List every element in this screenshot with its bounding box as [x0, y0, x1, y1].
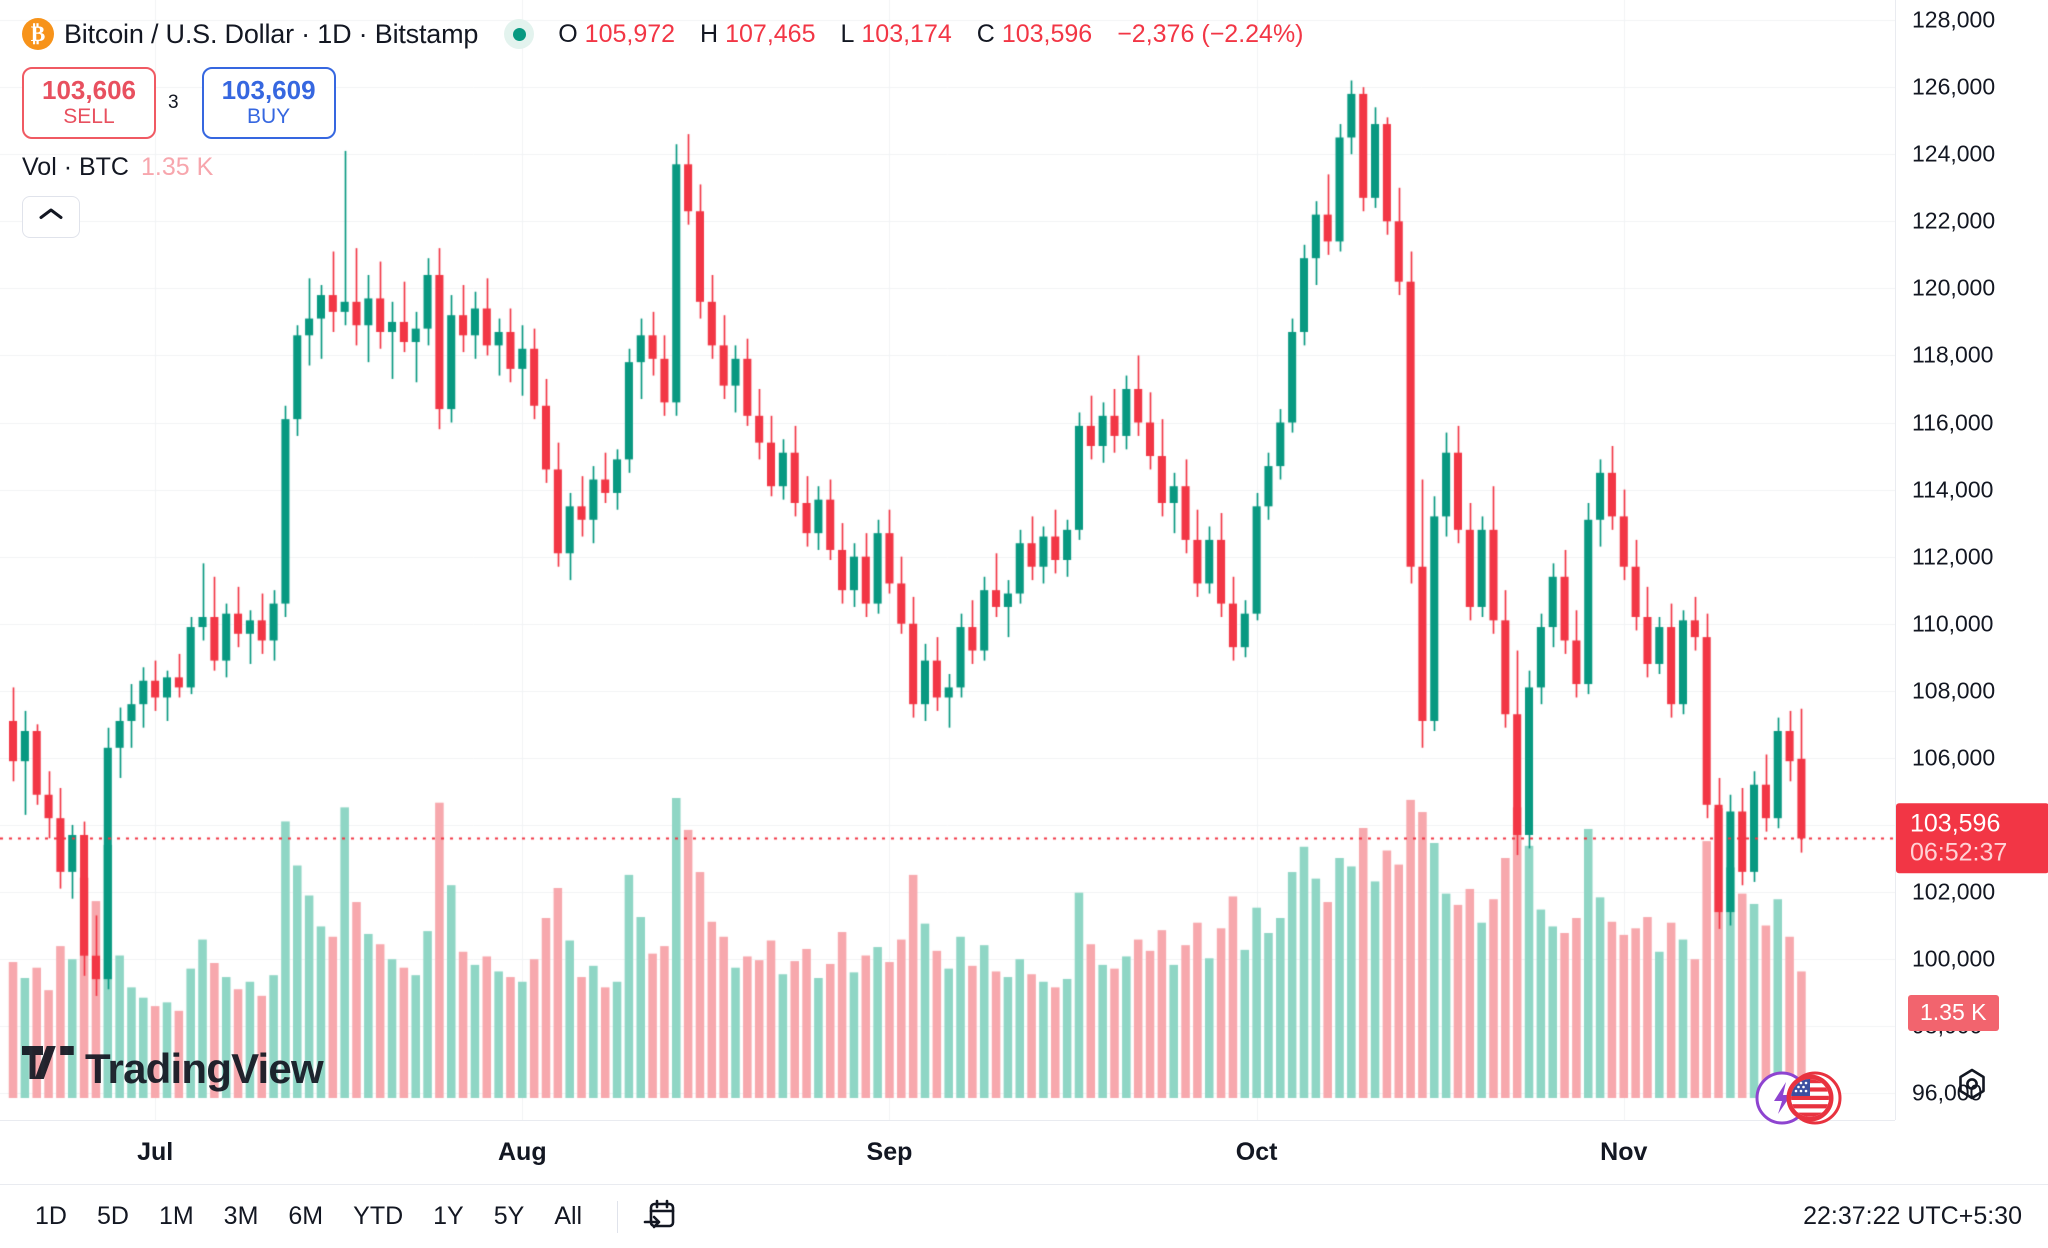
- buy-price: 103,609: [221, 75, 316, 105]
- month-label: Nov: [1600, 1138, 1648, 1166]
- us-market-flag-icon: [1786, 1071, 1842, 1125]
- price-tick: 110,000: [1912, 610, 1994, 637]
- range-button-ytd[interactable]: YTD: [353, 1202, 404, 1230]
- low-label: L: [840, 19, 855, 48]
- price-tick: 126,000: [1912, 73, 1996, 100]
- close-value: 103,596: [1001, 19, 1093, 48]
- time-axis[interactable]: Jul Aug Sep Oct Nov: [0, 1120, 1895, 1184]
- current-price-badge[interactable]: 103,596 06:52:37: [1896, 803, 2048, 874]
- price-tick: 114,000: [1912, 476, 1994, 503]
- symbol-header[interactable]: ₿ Bitcoin / U.S. Dollar · 1D · Bitstamp …: [22, 14, 1895, 54]
- chevron-up-icon: [38, 206, 64, 227]
- price-tick: 100,000: [1912, 945, 1996, 972]
- high-label: H: [700, 19, 719, 48]
- price-tick: 96,000: [1912, 1079, 1983, 1106]
- chart-legend: ₿ Bitcoin / U.S. Dollar · 1D · Bitstamp …: [0, 0, 1895, 238]
- volume-value: 1.35 K: [140, 152, 214, 181]
- buy-button[interactable]: 103,609 BUY: [201, 67, 336, 139]
- open-value: 105,972: [584, 19, 676, 48]
- toolbar-divider: [617, 1200, 619, 1233]
- price-tick: 120,000: [1912, 274, 1996, 301]
- price-tick: 124,000: [1912, 140, 1996, 167]
- month-label: Sep: [866, 1138, 913, 1166]
- symbol-title[interactable]: Bitcoin / U.S. Dollar · 1D · Bitstamp: [64, 18, 479, 49]
- chart-plot-area[interactable]: [0, 0, 1895, 1120]
- go-to-date-icon[interactable]: [632, 1192, 690, 1242]
- price-tick: 108,000: [1912, 677, 1996, 704]
- ohlc-values: O 105,972 H 107,465 L 103,174 C 103,596 −2,3…: [558, 20, 1303, 49]
- price-tick: 112,000: [1912, 543, 1994, 570]
- price-tick: 102,000: [1912, 878, 1996, 905]
- low-value: 103,174: [861, 19, 952, 48]
- range-button-3m[interactable]: 3M: [223, 1202, 259, 1230]
- range-button-1m[interactable]: 1M: [158, 1202, 194, 1230]
- bar-countdown: 06:52:37: [1910, 837, 2008, 866]
- price-tick: 122,000: [1912, 207, 1996, 234]
- range-button-1d[interactable]: 1D: [35, 1202, 67, 1230]
- current-price: 103,596: [1910, 809, 2001, 838]
- sell-button[interactable]: 103,606 SELL: [22, 67, 156, 139]
- volume-legend[interactable]: Vol · BTC 1.35 K: [22, 153, 1895, 182]
- range-button-5d[interactable]: 5D: [96, 1202, 129, 1230]
- range-button-1y[interactable]: 1Y: [433, 1202, 464, 1230]
- chart-settings-icon[interactable]: [1949, 1061, 1995, 1112]
- collapse-legend-button[interactable]: [22, 195, 80, 238]
- candlestick-series: [0, 0, 1895, 1120]
- month-label: Aug: [497, 1138, 547, 1166]
- volume-label: Vol · BTC: [22, 152, 129, 181]
- price-axis[interactable]: 96,00098,000100,000102,000104,000106,000…: [1895, 0, 2048, 1120]
- date-range-selector: 1D 5D 1M 3M 6M YTD 1Y 5Y All: [0, 1197, 595, 1236]
- range-button-5y[interactable]: 5Y: [493, 1202, 525, 1230]
- session-badges[interactable]: [1752, 1065, 1844, 1136]
- market-open-dot-icon[interactable]: [504, 19, 535, 49]
- sell-price: 103,606: [42, 75, 136, 105]
- month-label: Oct: [1235, 1138, 1278, 1166]
- price-tick: 116,000: [1912, 409, 1994, 435]
- month-label: Jul: [137, 1138, 174, 1166]
- range-button-6m[interactable]: 6M: [288, 1202, 324, 1230]
- range-button-all[interactable]: All: [554, 1202, 583, 1230]
- price-tick: 118,000: [1912, 341, 1994, 368]
- trade-buttons: 103,606 SELL 3 103,609 BUY: [22, 67, 1895, 139]
- close-label: C: [976, 19, 995, 48]
- clock-display[interactable]: 22:37:22 UTC+5:30: [1803, 1202, 2022, 1230]
- high-value: 107,465: [725, 19, 816, 48]
- buy-label: BUY: [246, 105, 291, 129]
- volume-value-badge[interactable]: 1.35 K: [1908, 995, 1999, 1031]
- price-tick: 106,000: [1912, 744, 1996, 771]
- open-label: O: [558, 19, 578, 48]
- bottom-toolbar: 1D 5D 1M 3M 6M YTD 1Y 5Y All 22:37:22 UTC+5:30: [0, 1184, 2048, 1248]
- spread-value: 3: [167, 91, 179, 113]
- change-percent: (−2.24%): [1201, 19, 1304, 48]
- price-tick: 128,000: [1912, 6, 1996, 33]
- sell-label: SELL: [63, 105, 115, 129]
- bitcoin-icon: ₿: [22, 18, 54, 50]
- change-value: −2,376: [1117, 19, 1195, 48]
